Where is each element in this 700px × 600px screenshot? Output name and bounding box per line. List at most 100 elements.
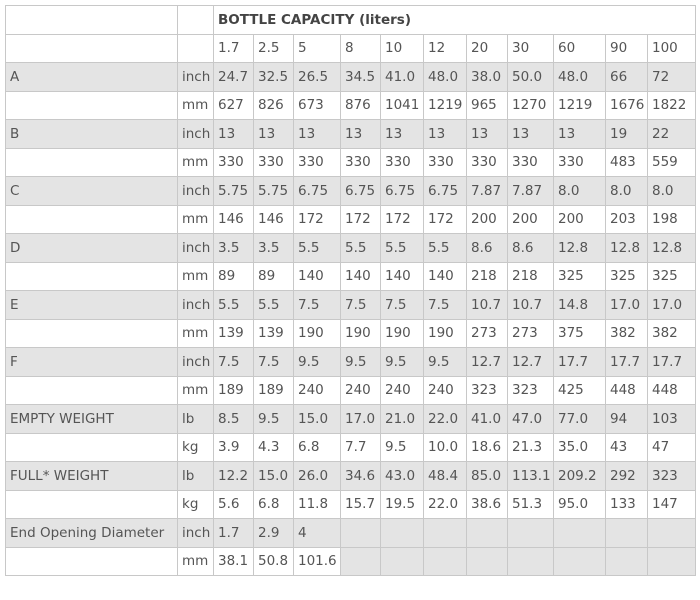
value-cell: 2.9 bbox=[253, 518, 294, 548]
value-cell: 9.5 bbox=[380, 432, 424, 462]
value-cell: 240 bbox=[340, 375, 381, 405]
value-cell: 189 bbox=[253, 375, 294, 405]
value-cell: 7.5 bbox=[340, 290, 381, 320]
value-cell: 240 bbox=[423, 375, 467, 405]
spec-table: BOTTLE CAPACITY (liters) 1.7 2.5 5 8 10 12 20 30… bbox=[5, 5, 696, 576]
value-cell: 17.7 bbox=[605, 347, 648, 377]
value-cell: 22.0 bbox=[423, 489, 467, 519]
capacity-cell: 60 bbox=[553, 33, 606, 63]
value-cell: 1270 bbox=[507, 90, 554, 120]
unit-cell: mm bbox=[177, 318, 214, 348]
value-cell: 5.5 bbox=[340, 233, 381, 263]
value-cell: 17.0 bbox=[647, 290, 696, 320]
value-cell: 448 bbox=[605, 375, 648, 405]
value-cell: 6.75 bbox=[380, 176, 424, 206]
empty-cell bbox=[553, 546, 606, 576]
empty-cell bbox=[553, 518, 606, 548]
value-cell: 19.5 bbox=[380, 489, 424, 519]
value-cell: 200 bbox=[466, 204, 508, 234]
value-cell: 24.7 bbox=[213, 62, 254, 92]
value-cell: 140 bbox=[380, 261, 424, 291]
value-cell: 35.0 bbox=[553, 432, 606, 462]
value-cell: 140 bbox=[293, 261, 341, 291]
value-cell: 5.75 bbox=[253, 176, 294, 206]
value-cell: 12.8 bbox=[647, 233, 696, 263]
row-label: End Opening Diameter bbox=[5, 518, 178, 548]
value-cell: 17.0 bbox=[605, 290, 648, 320]
data-row: mm 189 189 240 240 240 240 323 323 425 448 448 bbox=[5, 375, 696, 405]
value-cell: 43 bbox=[605, 432, 648, 462]
blank-cell bbox=[5, 432, 178, 462]
value-cell: 673 bbox=[293, 90, 341, 120]
value-cell: 5.75 bbox=[213, 176, 254, 206]
value-cell: 200 bbox=[553, 204, 606, 234]
blank-cell bbox=[5, 33, 178, 63]
empty-cell bbox=[340, 518, 381, 548]
value-cell: 218 bbox=[466, 261, 508, 291]
value-cell: 10.7 bbox=[507, 290, 554, 320]
value-cell: 22 bbox=[647, 119, 696, 149]
value-cell: 4.3 bbox=[253, 432, 294, 462]
value-cell: 77.0 bbox=[553, 404, 606, 434]
value-cell: 330 bbox=[553, 147, 606, 177]
value-cell: 32.5 bbox=[253, 62, 294, 92]
value-cell: 147 bbox=[647, 489, 696, 519]
value-cell: 7.5 bbox=[423, 290, 467, 320]
blank-cell bbox=[5, 375, 178, 405]
value-cell: 13 bbox=[380, 119, 424, 149]
unit-cell: mm bbox=[177, 147, 214, 177]
unit-cell: inch bbox=[177, 176, 214, 206]
value-cell: 330 bbox=[340, 147, 381, 177]
table-title: BOTTLE CAPACITY (liters) bbox=[213, 5, 696, 35]
value-cell: 51.3 bbox=[507, 489, 554, 519]
value-cell: 48.0 bbox=[553, 62, 606, 92]
unit-cell: lb bbox=[177, 404, 214, 434]
value-cell: 9.5 bbox=[380, 347, 424, 377]
value-cell: 12.7 bbox=[507, 347, 554, 377]
value-cell: 8.6 bbox=[466, 233, 508, 263]
value-cell: 6.8 bbox=[253, 489, 294, 519]
value-cell: 38.1 bbox=[213, 546, 254, 576]
value-cell: 48.4 bbox=[423, 461, 467, 491]
value-cell: 325 bbox=[553, 261, 606, 291]
value-cell: 7.87 bbox=[466, 176, 508, 206]
value-cell: 47.0 bbox=[507, 404, 554, 434]
data-row: mm 627 826 673 876 1041 1219 965 1270 1219 1676 182… bbox=[5, 90, 696, 120]
value-cell: 8.0 bbox=[553, 176, 606, 206]
value-cell: 17.0 bbox=[340, 404, 381, 434]
value-cell: 17.7 bbox=[553, 347, 606, 377]
value-cell: 448 bbox=[647, 375, 696, 405]
value-cell: 6.75 bbox=[340, 176, 381, 206]
value-cell: 172 bbox=[293, 204, 341, 234]
value-cell: 146 bbox=[253, 204, 294, 234]
value-cell: 11.8 bbox=[293, 489, 341, 519]
value-cell: 21.3 bbox=[507, 432, 554, 462]
value-cell: 189 bbox=[213, 375, 254, 405]
value-cell: 9.5 bbox=[340, 347, 381, 377]
value-cell: 7.7 bbox=[340, 432, 381, 462]
value-cell: 7.5 bbox=[213, 347, 254, 377]
value-cell: 12.8 bbox=[553, 233, 606, 263]
value-cell: 12.2 bbox=[213, 461, 254, 491]
data-row: mm 89 89 140 140 140 140 218 218 325 325 325 bbox=[5, 261, 696, 291]
value-cell: 330 bbox=[507, 147, 554, 177]
value-cell: 34.5 bbox=[340, 62, 381, 92]
unit-cell: inch bbox=[177, 62, 214, 92]
value-cell: 9.5 bbox=[293, 347, 341, 377]
value-cell: 330 bbox=[213, 147, 254, 177]
unit-cell: inch bbox=[177, 290, 214, 320]
value-cell: 72 bbox=[647, 62, 696, 92]
data-row: mm 38.1 50.8 101.6 bbox=[5, 546, 696, 576]
value-cell: 14.8 bbox=[553, 290, 606, 320]
value-cell: 1676 bbox=[605, 90, 648, 120]
value-cell: 273 bbox=[466, 318, 508, 348]
value-cell: 4 bbox=[293, 518, 341, 548]
capacity-cell: 100 bbox=[647, 33, 696, 63]
value-cell: 47 bbox=[647, 432, 696, 462]
value-cell: 113.1 bbox=[507, 461, 554, 491]
value-cell: 41.0 bbox=[380, 62, 424, 92]
value-cell: 8.6 bbox=[507, 233, 554, 263]
value-cell: 7.5 bbox=[253, 347, 294, 377]
